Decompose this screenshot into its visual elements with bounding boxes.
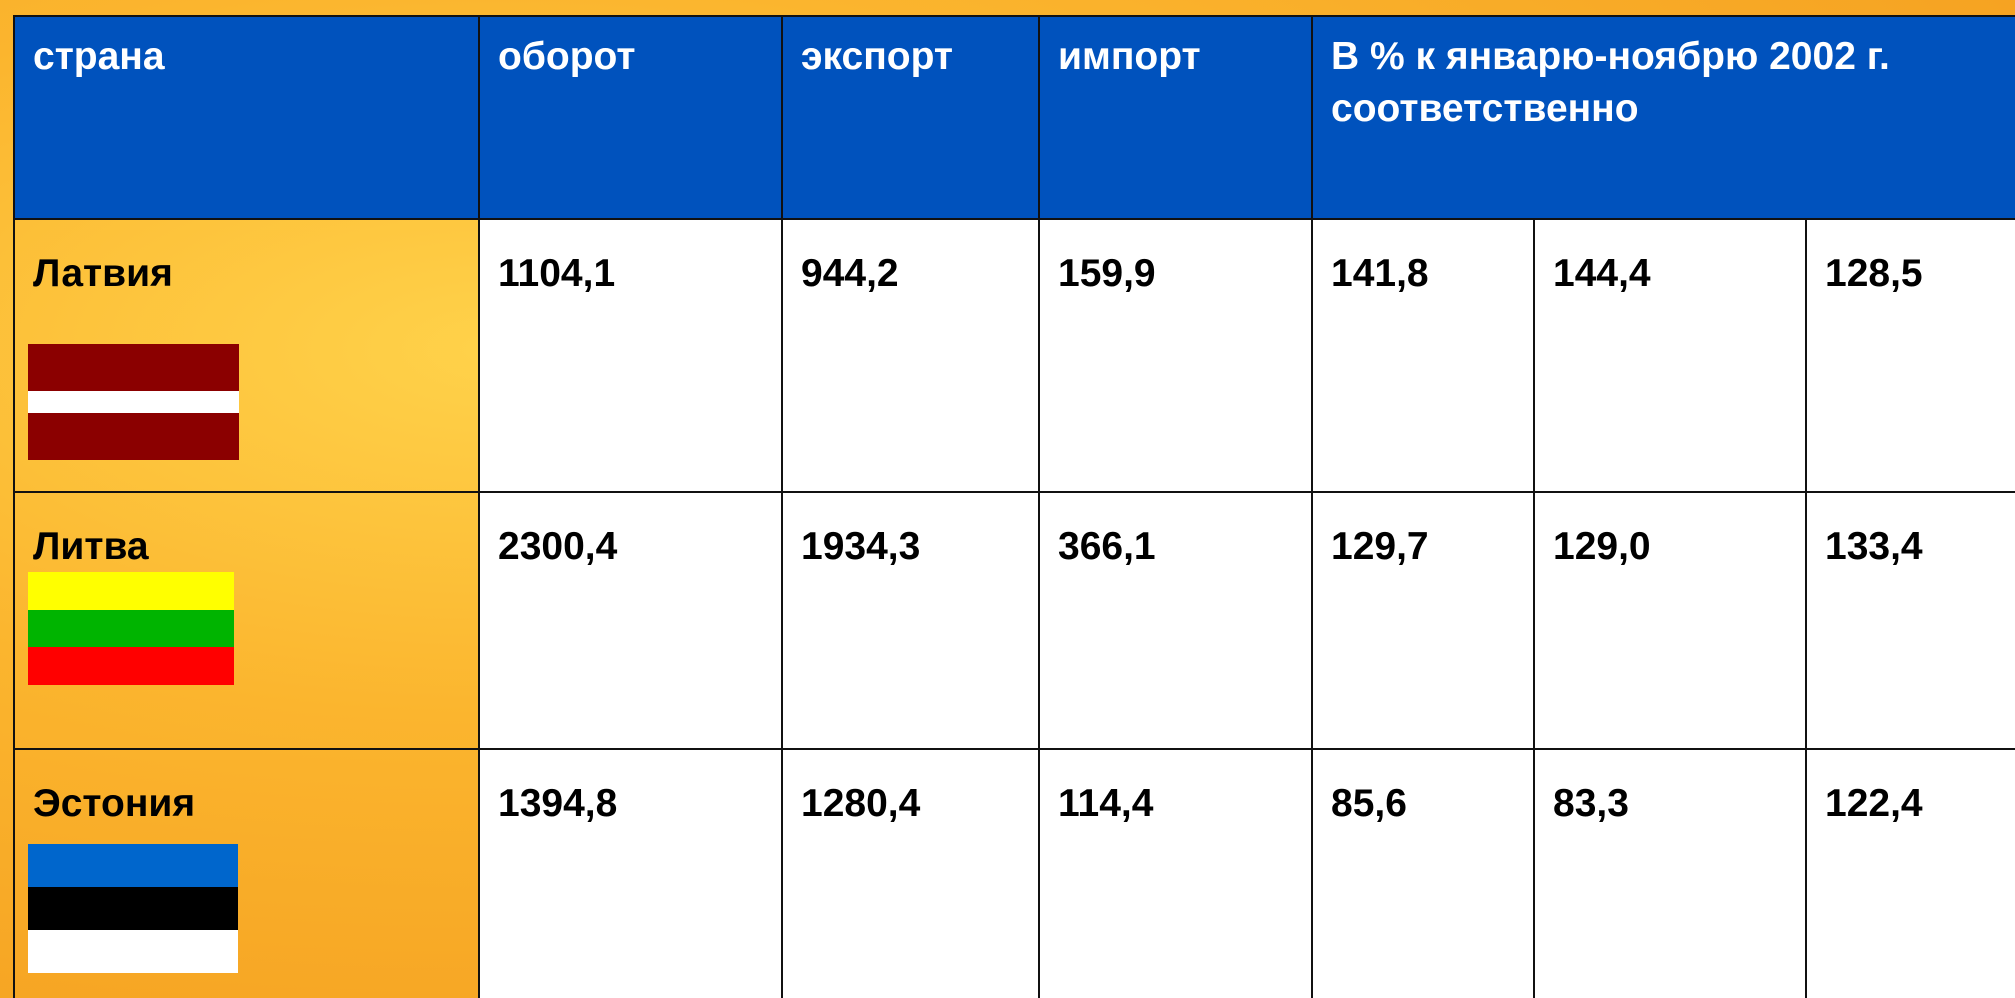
value-cell: 129,7 [1311, 491, 1535, 750]
value-cell: 122,4 [1805, 748, 2015, 998]
header-cell: оборот [478, 15, 783, 220]
value-cell: 1280,4 [781, 748, 1040, 998]
value-cell: 133,4 [1805, 491, 2015, 750]
value-cell: 128,5 [1805, 218, 2015, 493]
value-cell: 1104,1 [478, 218, 783, 493]
flag-lithuania [28, 572, 234, 685]
value-cell: 114,4 [1038, 748, 1313, 998]
value-cell: 129,0 [1533, 491, 1807, 750]
value-cell: 144,4 [1533, 218, 1807, 493]
value-cell: 1934,3 [781, 491, 1040, 750]
header-cell: В % к январю-ноябрю 2002 г. соответствен… [1311, 15, 2015, 220]
value-cell: 83,3 [1533, 748, 1807, 998]
flag-estonia [28, 844, 238, 973]
value-cell: 366,1 [1038, 491, 1313, 750]
value-cell: 2300,4 [478, 491, 783, 750]
header-cell: экспорт [781, 15, 1040, 220]
value-cell: 944,2 [781, 218, 1040, 493]
value-cell: 159,9 [1038, 218, 1313, 493]
value-cell: 1394,8 [478, 748, 783, 998]
header-cell: страна [13, 15, 480, 220]
value-cell: 85,6 [1311, 748, 1535, 998]
value-cell: 141,8 [1311, 218, 1535, 493]
flag-latvia [28, 344, 239, 460]
header-cell: импорт [1038, 15, 1313, 220]
